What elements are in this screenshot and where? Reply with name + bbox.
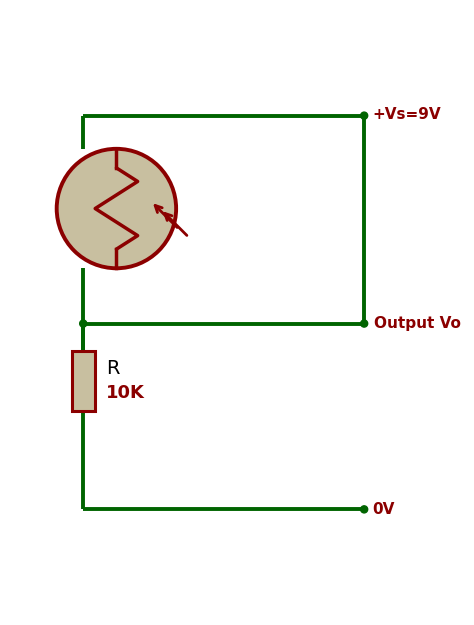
Circle shape <box>361 112 368 119</box>
Circle shape <box>361 506 368 513</box>
Text: R: R <box>106 359 119 378</box>
Bar <box>72 351 95 411</box>
Text: Output Vo: Output Vo <box>374 316 461 331</box>
Circle shape <box>361 320 368 327</box>
Text: +Vs=9V: +Vs=9V <box>372 107 441 122</box>
Circle shape <box>57 149 176 268</box>
Text: 0V: 0V <box>372 502 394 517</box>
Circle shape <box>80 320 87 327</box>
Text: 10K: 10K <box>106 384 145 402</box>
